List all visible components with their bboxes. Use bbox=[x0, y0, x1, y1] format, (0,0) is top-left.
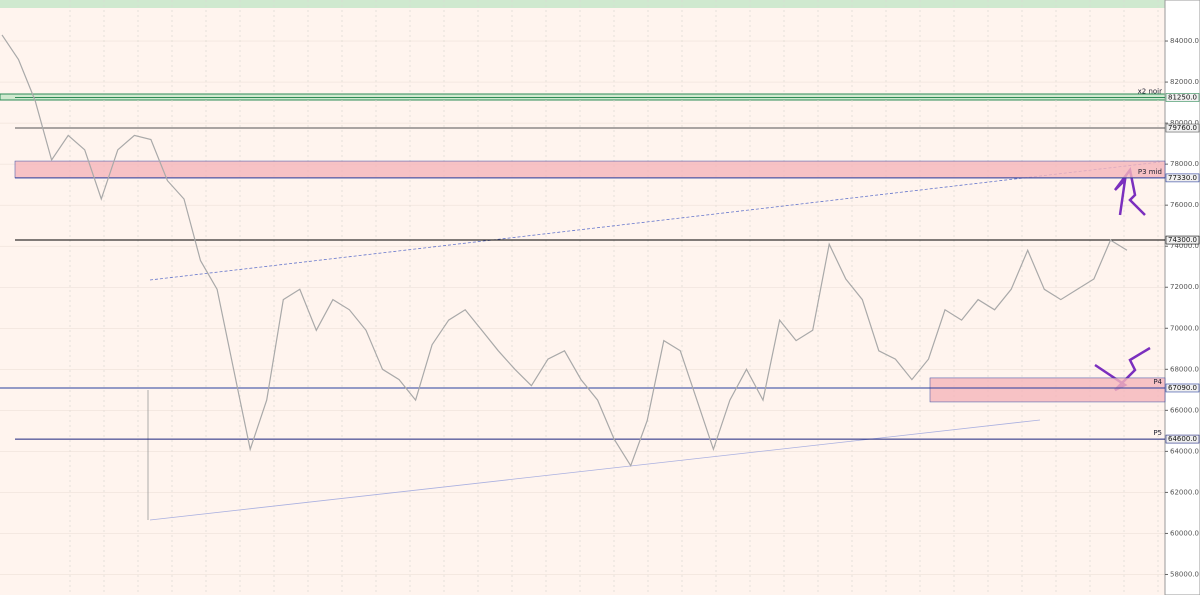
price-axis bbox=[1164, 0, 1200, 595]
y-tick-label: 80000.0 bbox=[1170, 119, 1199, 127]
level-name: x2 noir bbox=[1138, 87, 1162, 95]
level-tag bbox=[1165, 235, 1200, 245]
level-label: 64600.0 bbox=[1168, 435, 1197, 443]
level-label: 77330.0 bbox=[1168, 174, 1197, 182]
y-tick-label: 70000.0 bbox=[1170, 324, 1199, 332]
level-name: P3 mid bbox=[1138, 168, 1162, 176]
level-tag bbox=[1165, 123, 1200, 133]
y-tick-label: 74000.0 bbox=[1170, 242, 1199, 250]
trend-line bbox=[149, 161, 1161, 281]
y-tick-label: 66000.0 bbox=[1170, 406, 1199, 414]
level-label: 81250.0 bbox=[1168, 93, 1197, 101]
level-label: 79760.0 bbox=[1168, 124, 1197, 132]
y-tick-label: 68000.0 bbox=[1170, 365, 1199, 373]
y-tick-label: 82000.0 bbox=[1170, 78, 1199, 86]
y-tick-label: 76000.0 bbox=[1170, 201, 1199, 209]
level-tag bbox=[1165, 434, 1200, 444]
y-tick-label: 64000.0 bbox=[1170, 447, 1199, 455]
zone bbox=[929, 377, 1166, 403]
level-name: P5 bbox=[1153, 429, 1162, 437]
level-name: P4 bbox=[1153, 378, 1162, 386]
level-tag bbox=[1165, 383, 1200, 393]
level-label: 67090.0 bbox=[1168, 384, 1197, 392]
trend-line bbox=[149, 419, 1041, 521]
y-tick-label: 58000.0 bbox=[1170, 570, 1199, 578]
y-tick-label: 84000.0 bbox=[1170, 37, 1199, 45]
top-band bbox=[0, 0, 1165, 8]
y-tick-label: 72000.0 bbox=[1170, 283, 1199, 291]
y-tick-label: 78000.0 bbox=[1170, 160, 1199, 168]
level-tag bbox=[1165, 173, 1200, 183]
y-tick-label: 60000.0 bbox=[1170, 529, 1199, 537]
level-tag bbox=[1165, 93, 1200, 102]
price-line bbox=[1, 34, 1128, 468]
zone bbox=[14, 160, 1166, 179]
y-tick-label: 62000.0 bbox=[1170, 488, 1199, 496]
level-label: 74300.0 bbox=[1168, 236, 1197, 244]
